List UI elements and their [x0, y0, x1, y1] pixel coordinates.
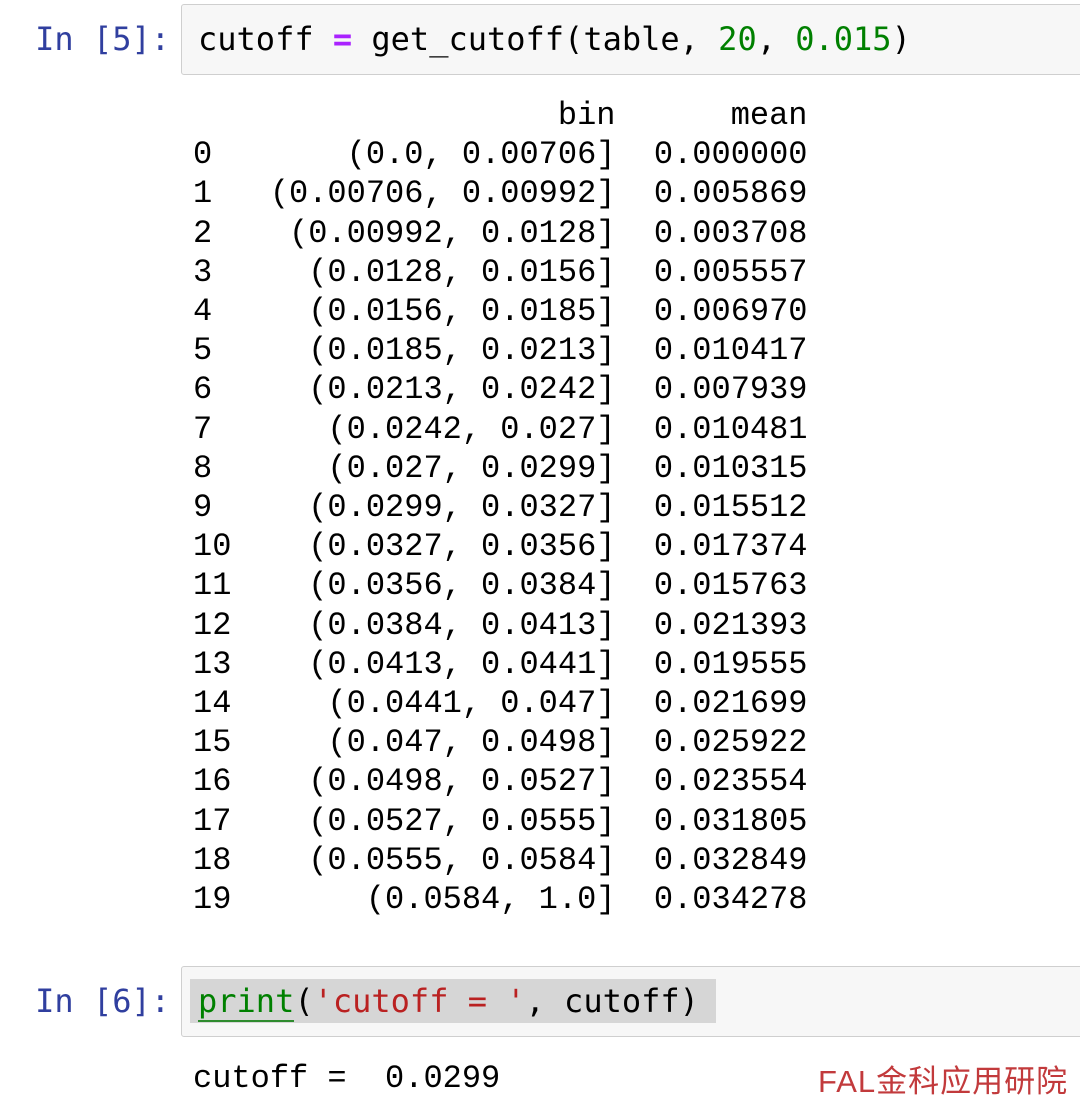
- input-prompt-6: In [6]:: [35, 982, 170, 1021]
- dataframe-output: bin mean 0 (0.0, 0.00706] 0.000000 1 (0.…: [193, 97, 808, 919]
- code-cell-6: In [6]: print('cutoff = ', cutoff): [0, 966, 1080, 1038]
- selected-code-text[interactable]: print('cutoff = ', cutoff): [190, 979, 716, 1024]
- code-editor-6[interactable]: print('cutoff = ', cutoff): [181, 966, 1080, 1038]
- code-cell-5: In [5]: cutoff = get_cutoff(table, 20, 0…: [0, 4, 1080, 75]
- code-line[interactable]: cutoff = get_cutoff(table, 20, 0.015): [198, 20, 911, 58]
- code-editor-5[interactable]: cutoff = get_cutoff(table, 20, 0.015): [181, 4, 1080, 75]
- stream-output: cutoff = 0.0299: [193, 1060, 501, 1098]
- input-prompt-5: In [5]:: [35, 20, 170, 58]
- code-line[interactable]: print('cutoff = ', cutoff): [190, 979, 1066, 1024]
- watermark-text: FAL金科应用研院: [818, 1064, 1069, 1099]
